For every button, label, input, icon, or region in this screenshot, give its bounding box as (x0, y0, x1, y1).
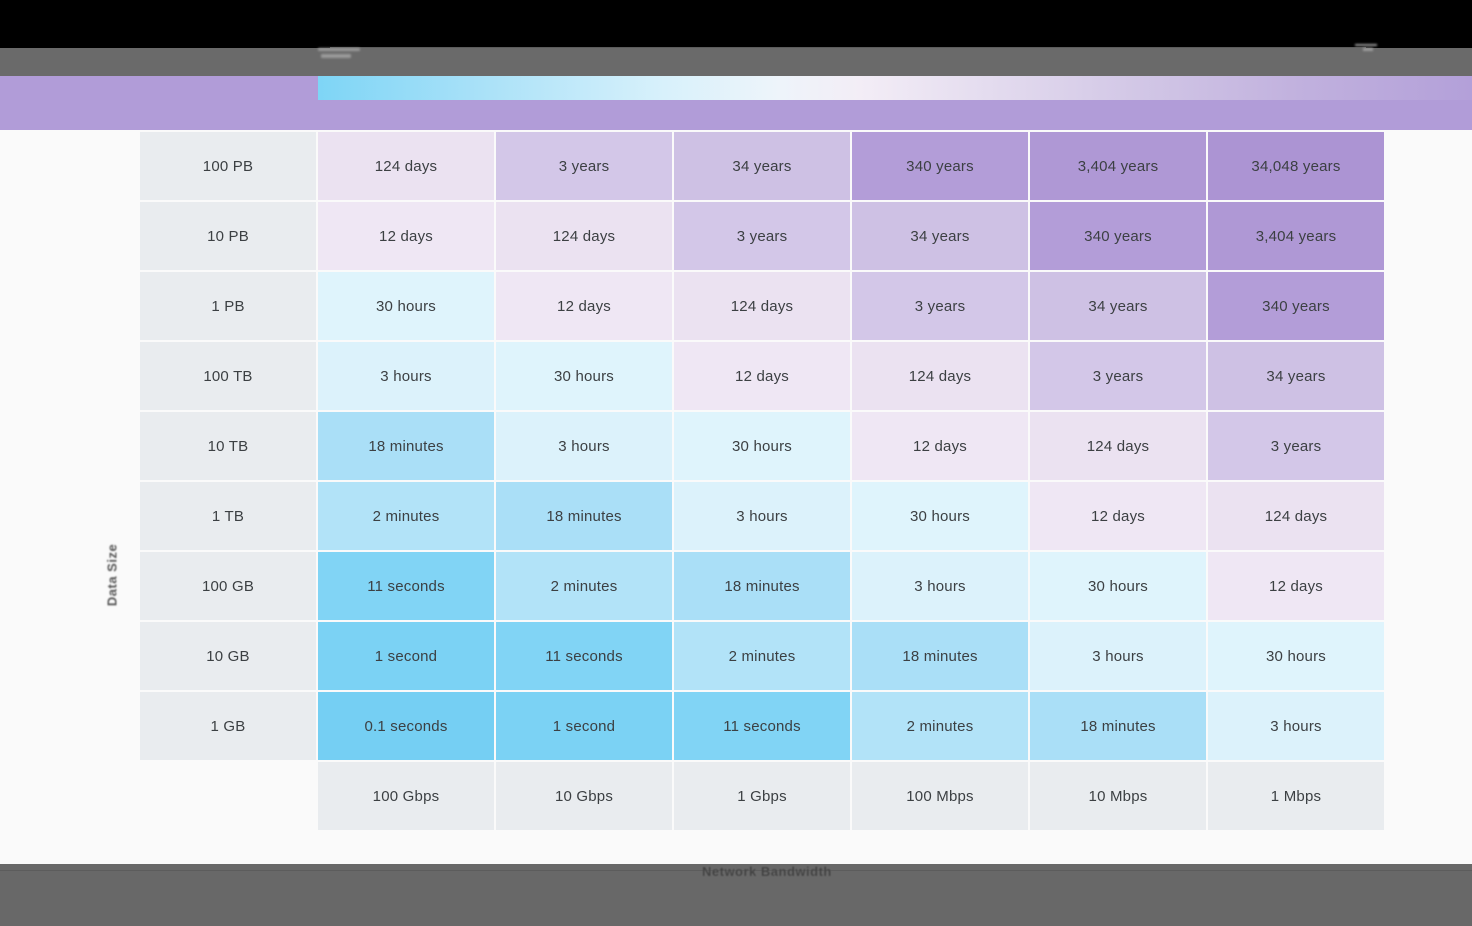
heatmap-table: 100 PB 124 days 3 years 34 years 340 years 3,… (140, 132, 1384, 830)
heatmap-cell: 3 years (1208, 412, 1384, 480)
heatmap-cell: 18 minutes (1030, 692, 1206, 760)
heatmap-cell: 3 hours (318, 342, 494, 410)
heatmap-cell: 18 minutes (852, 622, 1028, 690)
divider-line (0, 870, 1472, 871)
col-label: 10 Gbps (496, 762, 672, 830)
heatmap-cell: 0.1 seconds (318, 692, 494, 760)
heatmap-cell: 124 days (852, 342, 1028, 410)
heatmap-cell: 1 second (318, 622, 494, 690)
heatmap-cell: 3 years (674, 202, 850, 270)
heatmap-cell: 1 second (496, 692, 672, 760)
row-label: 100 GB (140, 552, 316, 620)
chart-area: Data Size 100 PB 124 days 3 years 34 years 3… (0, 130, 1472, 864)
row-label: 100 TB (140, 342, 316, 410)
heatmap-cell: 2 minutes (318, 482, 494, 550)
heatmap-cell: 34,048 years (1208, 132, 1384, 200)
heatmap-cell: 3 hours (496, 412, 672, 480)
heatmap-cell: 30 hours (1030, 552, 1206, 620)
heatmap-cell: 124 days (1030, 412, 1206, 480)
col-label: 100 Gbps (318, 762, 494, 830)
window-titlebar (0, 0, 1472, 48)
heatmap-cell: 3 years (496, 132, 672, 200)
illegible-text-mark (318, 46, 368, 62)
heatmap-cell: 340 years (1208, 272, 1384, 340)
heatmap-cell: 30 hours (1208, 622, 1384, 690)
heatmap-cell: 3 years (1030, 342, 1206, 410)
heatmap-cell: 12 days (1030, 482, 1206, 550)
heatmap-cell: 340 years (852, 132, 1028, 200)
row-label: 1 GB (140, 692, 316, 760)
heatmap-cell: 12 days (852, 412, 1028, 480)
footer-bar: Network Bandwidth (0, 864, 1472, 926)
heatmap-cell: 340 years (1030, 202, 1206, 270)
heatmap-cell: 30 hours (674, 412, 850, 480)
heatmap-cell: 34 years (852, 202, 1028, 270)
heatmap-cell: 3 hours (1208, 692, 1384, 760)
row-label: 100 PB (140, 132, 316, 200)
row-label: 1 PB (140, 272, 316, 340)
heatmap-cell: 2 minutes (674, 622, 850, 690)
browser-chrome-bar (0, 44, 1472, 76)
heatmap-cell: 18 minutes (674, 552, 850, 620)
legend-banner (0, 76, 1472, 130)
heatmap-cell: 3 hours (674, 482, 850, 550)
x-axis-label: Network Bandwidth (702, 864, 832, 879)
heatmap-cell: 124 days (674, 272, 850, 340)
heatmap-cell: 124 days (1208, 482, 1384, 550)
row-label: 10 TB (140, 412, 316, 480)
heatmap-cell: 34 years (674, 132, 850, 200)
heatmap-cell: 11 seconds (318, 552, 494, 620)
heatmap-cell: 124 days (318, 132, 494, 200)
heatmap-cell: 124 days (496, 202, 672, 270)
heatmap-cell: 3,404 years (1208, 202, 1384, 270)
heatmap-cell: 3 years (852, 272, 1028, 340)
heatmap-cell: 3 hours (1030, 622, 1206, 690)
heatmap-cell: 11 seconds (496, 622, 672, 690)
heatmap-cell: 11 seconds (674, 692, 850, 760)
heatmap-cell: 18 minutes (496, 482, 672, 550)
col-label: 100 Mbps (852, 762, 1028, 830)
heatmap-cell: 3,404 years (1030, 132, 1206, 200)
divider-line (330, 47, 1366, 48)
col-label: 1 Mbps (1208, 762, 1384, 830)
heatmap-cell: 30 hours (496, 342, 672, 410)
illegible-mark-right (1355, 44, 1381, 53)
heatmap-cell: 2 minutes (496, 552, 672, 620)
heatmap-cell: 30 hours (318, 272, 494, 340)
heatmap-cell: 12 days (496, 272, 672, 340)
row-label: 10 PB (140, 202, 316, 270)
heatmap-cell: 34 years (1030, 272, 1206, 340)
heatmap-cell: 18 minutes (318, 412, 494, 480)
y-axis-label: Data Size (104, 543, 120, 607)
color-scale-gradient (318, 76, 1472, 100)
heatmap-cell: 12 days (318, 202, 494, 270)
heatmap-cell: 12 days (674, 342, 850, 410)
heatmap-cell: 12 days (1208, 552, 1384, 620)
heatmap-cell: 30 hours (852, 482, 1028, 550)
col-label: 10 Mbps (1030, 762, 1206, 830)
heatmap-cell: 2 minutes (852, 692, 1028, 760)
row-label: 10 GB (140, 622, 316, 690)
empty-corner-cell (140, 762, 316, 830)
heatmap-cell: 34 years (1208, 342, 1384, 410)
col-label: 1 Gbps (674, 762, 850, 830)
row-label: 1 TB (140, 482, 316, 550)
heatmap-cell: 3 hours (852, 552, 1028, 620)
